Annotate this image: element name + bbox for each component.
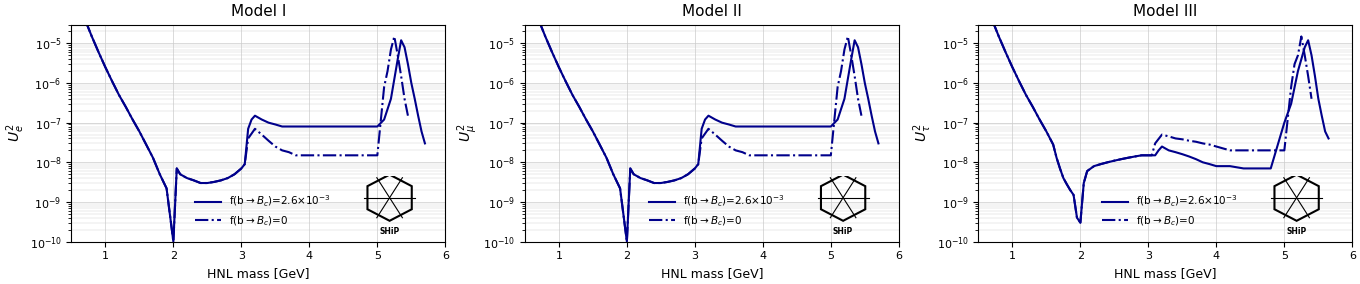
Title: Model III: Model III bbox=[1133, 4, 1198, 19]
Legend: f(b$\to B_c$)=2.6$\times$10$^{-3}$, f(b$\to B_c$)=0: f(b$\to B_c$)=2.6$\times$10$^{-3}$, f(b$… bbox=[1098, 189, 1243, 232]
Y-axis label: $U_\mu^2$: $U_\mu^2$ bbox=[456, 124, 480, 142]
Title: Model II: Model II bbox=[681, 4, 741, 19]
X-axis label: HNL mass [GeV]: HNL mass [GeV] bbox=[1114, 267, 1217, 280]
Legend: f(b$\to B_c$)=2.6$\times$10$^{-3}$, f(b$\to B_c$)=0: f(b$\to B_c$)=2.6$\times$10$^{-3}$, f(b$… bbox=[190, 189, 336, 232]
Y-axis label: $U_\tau^2$: $U_\tau^2$ bbox=[911, 124, 934, 142]
Legend: f(b$\to B_c$)=2.6$\times$10$^{-3}$, f(b$\to B_c$)=0: f(b$\to B_c$)=2.6$\times$10$^{-3}$, f(b$… bbox=[645, 189, 789, 232]
X-axis label: HNL mass [GeV]: HNL mass [GeV] bbox=[207, 267, 310, 280]
Y-axis label: $U_e^2$: $U_e^2$ bbox=[4, 124, 27, 142]
X-axis label: HNL mass [GeV]: HNL mass [GeV] bbox=[661, 267, 763, 280]
Title: Model I: Model I bbox=[231, 4, 286, 19]
